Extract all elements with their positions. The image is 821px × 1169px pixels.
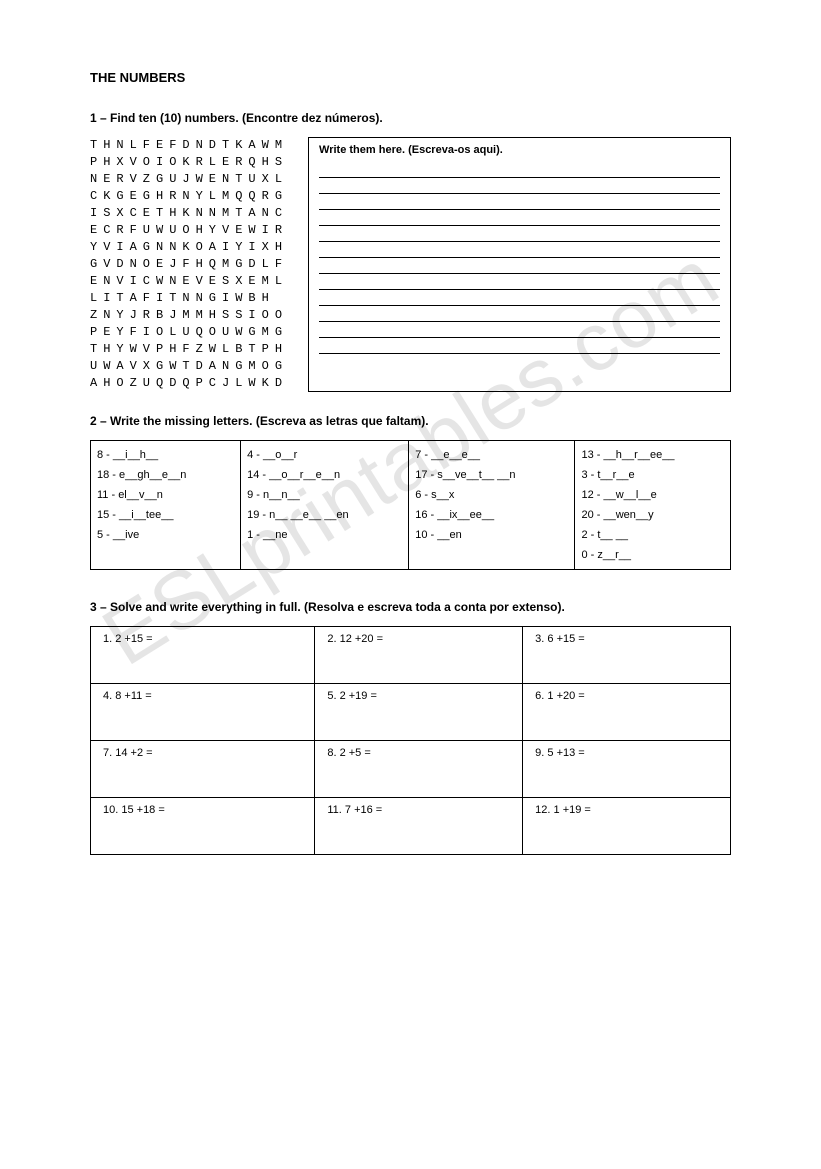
missing-letters-table: 8 - __i__h__18 - e__gh__e__n11 - el__v__…	[90, 440, 731, 570]
wordfind-grid: THNLFEFDNDTKAWM PHXVOIOKRLERQHS NERVZGUJ…	[90, 137, 288, 392]
section3-heading: 3 – Solve and write everything in full. …	[90, 600, 731, 614]
fill-item[interactable]: 1 - __ne	[247, 525, 402, 545]
fill-item[interactable]: 20 - __wen__y	[581, 505, 724, 525]
math-cell[interactable]: 1. 2 +15 =	[91, 627, 315, 684]
fill-item[interactable]: 19 - n__ __e__ __en	[247, 505, 402, 525]
write-line[interactable]	[319, 290, 720, 306]
fill-item[interactable]: 6 - s__x	[415, 485, 568, 505]
fill-item[interactable]: 15 - __i__tee__	[97, 505, 234, 525]
fill-item[interactable]: 17 - s__ve__t__ __n	[415, 465, 568, 485]
write-line[interactable]	[319, 274, 720, 290]
fill-item[interactable]: 14 - __o__r__e__n	[247, 465, 402, 485]
section1-heading: 1 – Find ten (10) numbers. (Encontre dez…	[90, 111, 731, 125]
fill-item[interactable]: 3 - t__r__e	[581, 465, 724, 485]
write-line[interactable]	[319, 338, 720, 354]
fill-item[interactable]: 10 - __en	[415, 525, 568, 545]
math-cell[interactable]: 8. 2 +5 =	[315, 741, 523, 798]
write-line[interactable]	[319, 178, 720, 194]
math-cell[interactable]: 7. 14 +2 =	[91, 741, 315, 798]
write-line[interactable]	[319, 306, 720, 322]
missing-letters-cell: 13 - __h__r__ee__3 - t__r__e12 - __w__l_…	[575, 441, 731, 570]
math-cell[interactable]: 11. 7 +16 =	[315, 798, 523, 855]
missing-letters-cell: 8 - __i__h__18 - e__gh__e__n11 - el__v__…	[91, 441, 241, 570]
write-line[interactable]	[319, 258, 720, 274]
fill-item[interactable]: 12 - __w__l__e	[581, 485, 724, 505]
math-cell[interactable]: 12. 1 +19 =	[523, 798, 731, 855]
fill-item[interactable]: 8 - __i__h__	[97, 445, 234, 465]
fill-item[interactable]: 11 - el__v__n	[97, 485, 234, 505]
fill-item[interactable]: 16 - __ix__ee__	[415, 505, 568, 525]
section2-heading: 2 – Write the missing letters. (Escreva …	[90, 414, 731, 428]
fill-item[interactable]: 0 - z__r__	[581, 545, 724, 565]
math-cell[interactable]: 3. 6 +15 =	[523, 627, 731, 684]
math-cell[interactable]: 2. 12 +20 =	[315, 627, 523, 684]
fill-item[interactable]: 4 - __o__r	[247, 445, 402, 465]
math-cell[interactable]: 10. 15 +18 =	[91, 798, 315, 855]
math-cell[interactable]: 4. 8 +11 =	[91, 684, 315, 741]
write-box-title: Write them here. (Escreva-os aqui).	[319, 144, 720, 156]
math-cell[interactable]: 5. 2 +19 =	[315, 684, 523, 741]
missing-letters-cell: 7 - __e__e__17 - s__ve__t__ __n6 - s__x1…	[409, 441, 575, 570]
missing-letters-cell: 4 - __o__r14 - __o__r__e__n9 - n__n__19 …	[241, 441, 409, 570]
fill-item[interactable]: 9 - n__n__	[247, 485, 402, 505]
fill-item[interactable]: 2 - t__ __	[581, 525, 724, 545]
fill-item[interactable]: 13 - __h__r__ee__	[581, 445, 724, 465]
write-lines-container	[319, 162, 720, 354]
fill-item[interactable]: 7 - __e__e__	[415, 445, 568, 465]
write-box: Write them here. (Escreva-os aqui).	[308, 137, 731, 392]
fill-item[interactable]: 5 - __ive	[97, 525, 234, 545]
math-cell[interactable]: 9. 5 +13 =	[523, 741, 731, 798]
math-cell[interactable]: 6. 1 +20 =	[523, 684, 731, 741]
write-line[interactable]	[319, 162, 720, 178]
write-line[interactable]	[319, 322, 720, 338]
write-line[interactable]	[319, 242, 720, 258]
write-line[interactable]	[319, 226, 720, 242]
page-title: THE NUMBERS	[90, 70, 731, 85]
fill-item[interactable]: 18 - e__gh__e__n	[97, 465, 234, 485]
write-line[interactable]	[319, 194, 720, 210]
write-line[interactable]	[319, 210, 720, 226]
math-table: 1. 2 +15 =2. 12 +20 =3. 6 +15 = 4. 8 +11 …	[90, 626, 731, 855]
